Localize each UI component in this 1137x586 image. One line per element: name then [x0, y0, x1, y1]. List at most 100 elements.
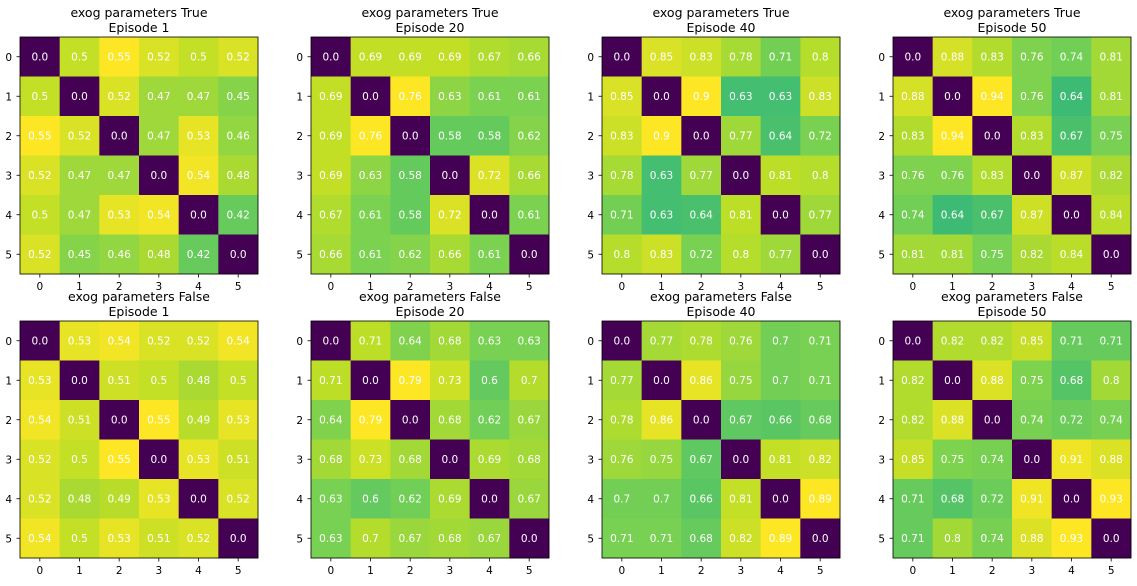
cell-label: 0.74	[1099, 415, 1123, 427]
heatmap-cell	[350, 479, 391, 519]
heatmap-cell	[99, 37, 140, 77]
heatmap-panel-4: exog parameters False Episode 10.0 0.53 0.5…	[5, 289, 259, 577]
cell-label: 0.68	[689, 533, 712, 545]
y-tick-label: 1	[5, 91, 12, 103]
heatmap-cell	[509, 76, 550, 117]
cell-label: 0.71	[319, 375, 342, 387]
cell-label: 0.67	[517, 494, 540, 506]
x-tick-label: 2	[698, 281, 705, 293]
y-tick-label: 3	[878, 454, 885, 466]
cell-label: 0.93	[1060, 533, 1083, 545]
heatmap-cell	[20, 195, 61, 235]
heatmap-cell	[721, 116, 762, 156]
cell-label: 0.68	[438, 336, 461, 348]
x-tick-label: 4	[1068, 565, 1075, 577]
cell-label: 0.0	[904, 336, 921, 348]
heatmap-cell	[509, 321, 550, 361]
heatmap-cell	[469, 234, 510, 275]
cell-label: 0.5	[150, 375, 167, 387]
axes-frame	[19, 36, 259, 275]
heatmap-cell	[99, 518, 140, 559]
heatmap-cell	[218, 400, 259, 440]
cell-label: 0.82	[729, 533, 752, 545]
heatmap-cell	[1091, 116, 1132, 156]
heatmap-cell	[311, 234, 352, 275]
x-tick-label: 1	[658, 281, 665, 293]
y-tick-label: 1	[878, 375, 885, 387]
heatmap-cell	[469, 400, 510, 440]
heatmap-cell	[932, 116, 973, 156]
x-tick-label: 0	[36, 281, 43, 293]
heatmap-cell	[1051, 195, 1092, 235]
x-tick-label: 3	[446, 281, 453, 293]
heatmap-cell	[20, 360, 61, 401]
cell-label: 0.71	[610, 210, 633, 222]
heatmap-cell	[602, 116, 643, 156]
cell-label: 0.76	[1020, 91, 1044, 103]
heatmap-cell	[139, 321, 180, 361]
heatmap-cell	[893, 518, 934, 559]
cell-label: 0.0	[1063, 210, 1080, 222]
heatmap-cell	[1091, 234, 1132, 275]
heatmap-cell	[59, 234, 100, 275]
y-tick-label: 0	[878, 336, 885, 348]
cell-label: 0.71	[650, 533, 673, 545]
cell-label: 0.8	[812, 52, 829, 64]
x-tick-label: 2	[116, 281, 123, 293]
cell-label: 0.81	[729, 210, 752, 222]
heatmap-cell	[218, 195, 259, 235]
heatmap-cell	[760, 321, 801, 361]
cell-label: 0.63	[650, 210, 673, 222]
cell-label: 0.68	[808, 415, 831, 427]
y-tick-label: 2	[5, 415, 12, 427]
heatmap-cell	[641, 155, 682, 196]
cell-label: 0.63	[319, 494, 342, 506]
cell-label: 0.61	[517, 91, 540, 103]
heatmap-cell	[1012, 195, 1053, 235]
heatmap-cell	[139, 155, 180, 196]
cell-label: 0.52	[28, 454, 51, 466]
cell-label: 0.93	[1099, 494, 1122, 506]
heatmap-cell	[509, 360, 550, 401]
cell-label: 0.0	[362, 91, 379, 103]
cell-label: 0.72	[689, 249, 712, 261]
y-tick-label: 0	[296, 52, 303, 64]
cell-label: 0.0	[732, 454, 749, 466]
cell-label: 0.51	[107, 375, 130, 387]
heatmap-cell	[800, 400, 841, 440]
cell-label: 0.66	[319, 249, 343, 261]
cell-label: 0.0	[190, 210, 207, 222]
heatmap-cell	[430, 37, 471, 77]
heatmap-cell	[59, 37, 100, 77]
y-tick-label: 2	[878, 415, 885, 427]
heatmap-cell	[893, 321, 934, 361]
x-tick-label: 1	[76, 565, 83, 577]
heatmap-cell	[721, 479, 762, 519]
heatmap-cell	[350, 518, 391, 559]
cell-label: 0.76	[729, 336, 753, 348]
x-tick-label: 2	[989, 565, 996, 577]
heatmap-cell	[972, 116, 1013, 156]
heatmap-cell	[1051, 37, 1092, 77]
heatmap-cell	[760, 360, 801, 401]
heatmap-cell	[681, 155, 722, 196]
heatmap-cell	[721, 155, 762, 196]
heatmap-cell	[509, 195, 550, 235]
cell-label: 0.52	[226, 52, 249, 64]
cell-label: 0.81	[769, 454, 792, 466]
cell-label: 0.64	[1060, 91, 1084, 103]
heatmap-cell	[311, 116, 352, 156]
y-tick-label: 1	[5, 375, 12, 387]
cell-label: 0.64	[941, 210, 965, 222]
cell-label: 0.89	[808, 494, 831, 506]
cell-label: 0.83	[1020, 131, 1043, 143]
cell-label: 0.82	[941, 336, 964, 348]
x-tick-label: 5	[1108, 281, 1115, 293]
x-tick-label: 5	[817, 565, 824, 577]
heatmap-cell	[390, 37, 431, 77]
heatmap-cell	[972, 439, 1013, 480]
cell-label: 0.64	[769, 131, 793, 143]
cell-label: 0.67	[478, 52, 501, 64]
cell-label: 0.61	[359, 249, 382, 261]
y-tick-label: 4	[587, 210, 594, 222]
